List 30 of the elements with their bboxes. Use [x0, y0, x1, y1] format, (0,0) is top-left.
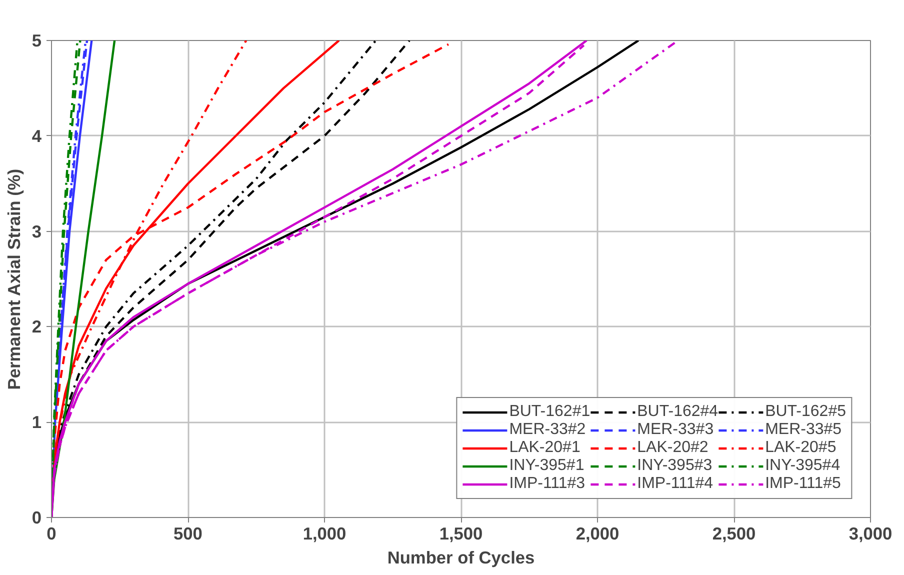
legend-label: BUT-162#4: [637, 403, 718, 421]
y-tick-label: 4: [32, 126, 42, 146]
x-tick-label: 1,500: [439, 524, 483, 544]
y-tick-label: 2: [32, 316, 42, 337]
legend-label: BUT-162#5: [765, 403, 846, 421]
x-tick-label: 2,500: [712, 524, 756, 544]
legend-label: IMP-111#3: [509, 475, 586, 493]
y-tick-label: 0: [32, 508, 42, 528]
legend-label: IMP-111#4: [637, 475, 714, 493]
x-tick-label: 3,000: [848, 524, 892, 544]
y-axis-title: Permanent Axial Strain (%): [4, 168, 24, 390]
legend-label: IMP-111#5: [765, 475, 841, 493]
legend-label: MER-33#2: [509, 421, 586, 439]
legend-label: LAK-20#2: [637, 439, 708, 457]
legend-label: MER-33#3: [637, 421, 714, 439]
y-tick-label: 1: [32, 412, 42, 432]
x-tick-label: 0: [46, 524, 56, 544]
y-tick-label: 5: [32, 30, 42, 50]
legend-label: MER-33#5: [765, 421, 842, 439]
legend-label: LAK-20#1: [509, 439, 580, 457]
y-tick-label: 3: [32, 221, 42, 242]
legend-label: INY-395#1: [509, 457, 584, 475]
legend-label: INY-395#4: [765, 457, 840, 475]
legend-label: LAK-20#5: [765, 439, 836, 457]
x-tick-label: 1,000: [302, 524, 346, 544]
legend-label: BUT-162#1: [509, 403, 590, 421]
x-tick-label: 2,000: [576, 524, 620, 544]
legend-label: INY-395#3: [637, 457, 712, 475]
x-axis-title: Number of Cycles: [387, 548, 535, 568]
x-tick-label: 500: [174, 524, 202, 544]
